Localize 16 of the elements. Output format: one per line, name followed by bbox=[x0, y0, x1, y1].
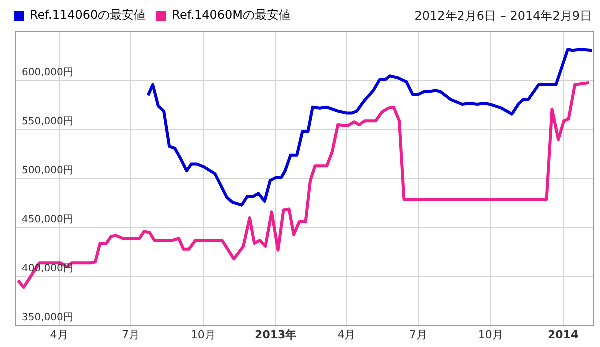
y-tick-label: 550,000円 bbox=[22, 116, 74, 128]
legend-label: Ref.14060Mの最安値 bbox=[172, 8, 292, 22]
y-tick-label: 600,000円 bbox=[22, 68, 74, 79]
y-tick-label: 350,000円 bbox=[22, 312, 74, 324]
x-tick-label: 2014 bbox=[548, 328, 579, 342]
y-tick-label: 500,000円 bbox=[22, 165, 74, 176]
x-tick-label: 10月 bbox=[190, 328, 216, 342]
x-tick-label: 7月 bbox=[409, 328, 428, 342]
x-tick-label: 2013年 bbox=[255, 328, 297, 342]
x-tick-label: 4月 bbox=[50, 328, 68, 342]
x-tick-label: 10月 bbox=[478, 328, 504, 342]
y-tick-label: 450,000円 bbox=[22, 214, 74, 226]
legend-label: Ref.114060の最安値 bbox=[30, 8, 146, 22]
x-tick-label: 4月 bbox=[338, 328, 356, 342]
x-tick-label: 7月 bbox=[122, 328, 140, 342]
chart-subtitle: 2012年2月6日 – 2014年2月9日 bbox=[414, 8, 592, 25]
